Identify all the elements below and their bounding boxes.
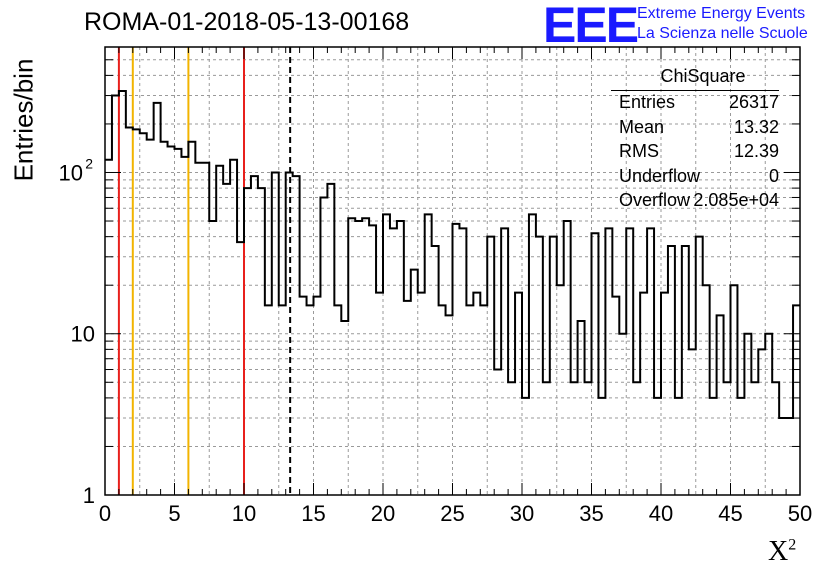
x-tick-label: 45: [718, 501, 742, 526]
x-axis-label-sup: 2: [788, 536, 797, 554]
y-axis-label: Entries/bin: [8, 58, 39, 182]
stats-label: Overflow: [619, 190, 691, 210]
stats-row: Overflow 2.085e+04: [619, 190, 779, 214]
eee-logo: EEE: [543, 0, 639, 53]
x-tick-label: 10: [232, 501, 256, 526]
x-tick-label: 30: [510, 501, 534, 526]
stats-row: Entries 26317: [619, 92, 779, 116]
stats-label: Underflow: [619, 165, 701, 186]
stats-row: RMS 12.39: [619, 141, 779, 165]
stats-label: Mean: [619, 116, 665, 137]
stats-value: 13.32: [733, 116, 779, 137]
y-axis-label-box: Entries/bin: [4, 40, 44, 200]
x-tick-label: 20: [371, 501, 395, 526]
y-tick-label-sup: 2: [85, 155, 93, 171]
threshold-lines: [117, 47, 292, 495]
chart-title: ROMA-01-2018-05-13-00168: [84, 8, 410, 36]
x-tick-label: 50: [788, 501, 812, 526]
x-tick-label: 15: [301, 501, 325, 526]
stats-value: 0: [768, 165, 779, 186]
y-tick-label: 10: [71, 322, 95, 347]
x-tick-label: 25: [440, 501, 464, 526]
stats-label: RMS: [619, 141, 659, 161]
y-tick-label: 1: [83, 483, 95, 508]
stats-value: 26317: [728, 92, 779, 112]
stats-row: Underflow 0: [619, 166, 779, 190]
x-tick-label: 40: [649, 501, 673, 526]
stats-row: Mean 13.32: [619, 117, 779, 141]
y-tick-label: 10: [59, 160, 83, 185]
histogram-series: [105, 90, 800, 420]
x-tick-label: 5: [168, 501, 180, 526]
stats-divider: [611, 90, 779, 91]
stats-value: 2.085e+04: [693, 190, 779, 210]
axis-ticks: [104, 46, 801, 496]
stats-title: ChiSquare: [660, 66, 746, 86]
logo-line-2: La Scienza nelle Scuole: [637, 25, 808, 42]
logo-line-1: Extreme Energy Events: [637, 5, 806, 22]
x-axis-label-text: X: [768, 536, 789, 567]
x-tick-label: 35: [579, 501, 603, 526]
x-tick-label: 0: [99, 501, 111, 526]
stats-value: 12.39: [733, 141, 779, 161]
stats-box: ChiSquare Entries 26317 Mean 13.32 RMS 12.39 U…: [611, 66, 781, 210]
x-axis-label: X2: [768, 536, 796, 568]
stats-label: Entries: [619, 92, 676, 112]
